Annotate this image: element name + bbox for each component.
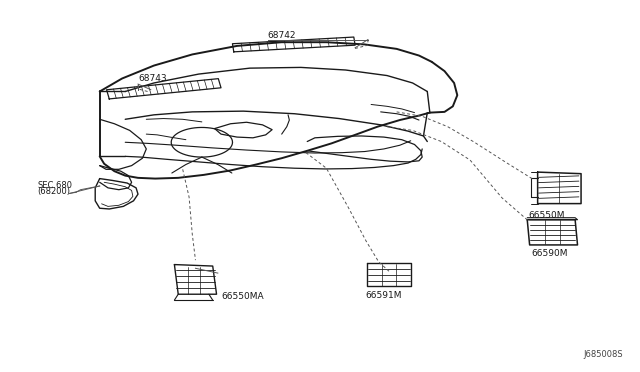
Text: 66550M: 66550M: [529, 211, 565, 220]
Text: 66591M: 66591M: [365, 291, 402, 299]
Text: (68200): (68200): [38, 187, 71, 196]
Text: SEC.680: SEC.680: [38, 182, 73, 190]
Text: 66590M: 66590M: [532, 249, 568, 258]
Text: J685008S: J685008S: [584, 350, 623, 359]
Text: 68743: 68743: [138, 74, 166, 83]
Text: 68742: 68742: [268, 31, 296, 40]
Text: 66550MA: 66550MA: [221, 292, 264, 301]
